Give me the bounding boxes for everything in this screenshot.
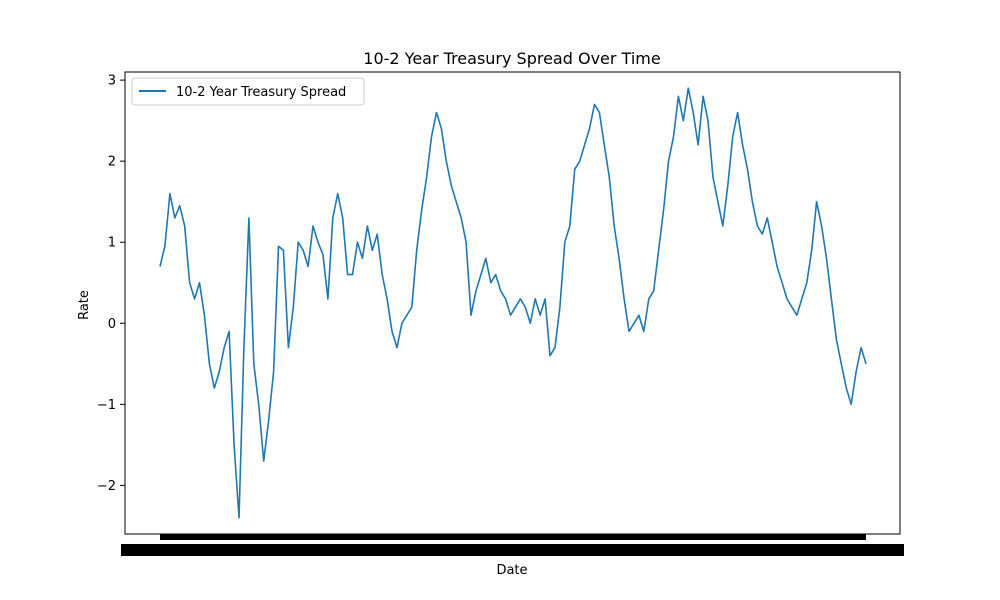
y-axis-title: Rate bbox=[77, 290, 92, 320]
y-axis: 3 2 1 0 −1 −2 bbox=[97, 74, 125, 494]
legend: 10-2 Year Treasury Spread bbox=[131, 77, 365, 106]
legend-label: 10-2 Year Treasury Spread bbox=[176, 85, 346, 100]
y-tick-label: 0 bbox=[108, 317, 116, 332]
x-tick-label-band bbox=[121, 544, 904, 556]
x-axis-title: Date bbox=[496, 563, 527, 578]
x-tick-band bbox=[160, 534, 866, 540]
series-layer bbox=[159, 87, 867, 519]
series-line bbox=[159, 87, 867, 519]
y-tick-label: 2 bbox=[108, 155, 116, 170]
legend-box bbox=[131, 77, 365, 106]
x-axis bbox=[121, 534, 904, 556]
chart-title: 10-2 Year Treasury Spread Over Time bbox=[363, 49, 660, 68]
y-tick-label: −1 bbox=[97, 398, 116, 413]
y-tick-label: −2 bbox=[97, 479, 116, 494]
y-tick-label: 3 bbox=[108, 74, 116, 89]
plot-area bbox=[124, 71, 901, 535]
y-tick-label: 1 bbox=[108, 236, 116, 251]
